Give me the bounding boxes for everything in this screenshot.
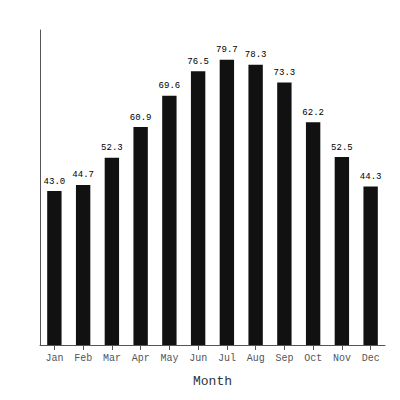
- svg-text:Jun: Jun: [189, 353, 207, 364]
- svg-text:Month: Month: [193, 374, 232, 389]
- svg-text:Nov: Nov: [333, 353, 351, 364]
- svg-text:Feb: Feb: [74, 353, 92, 364]
- svg-text:Aug: Aug: [247, 353, 265, 364]
- svg-text:44.3: 44.3: [360, 172, 382, 182]
- svg-text:69.6: 69.6: [159, 81, 181, 91]
- svg-text:79.7: 79.7: [216, 45, 238, 55]
- svg-text:78.3: 78.3: [245, 50, 267, 60]
- svg-text:60.9: 60.9: [130, 113, 152, 123]
- svg-text:52.5: 52.5: [331, 143, 353, 153]
- svg-text:76.5: 76.5: [187, 57, 209, 67]
- svg-text:44.7: 44.7: [72, 170, 94, 180]
- svg-text:73.3: 73.3: [274, 68, 296, 78]
- svg-text:Sep: Sep: [275, 353, 293, 364]
- svg-text:Mar: Mar: [103, 353, 121, 364]
- svg-text:43.0: 43.0: [44, 177, 66, 187]
- svg-text:Oct: Oct: [304, 353, 322, 364]
- svg-text:Jan: Jan: [45, 353, 63, 364]
- svg-text:Jul: Jul: [218, 353, 236, 364]
- svg-text:Dec: Dec: [362, 353, 380, 364]
- svg-text:62.2: 62.2: [302, 108, 324, 118]
- svg-text:52.3: 52.3: [101, 143, 123, 153]
- svg-text:Apr: Apr: [132, 353, 150, 364]
- svg-text:May: May: [160, 353, 178, 364]
